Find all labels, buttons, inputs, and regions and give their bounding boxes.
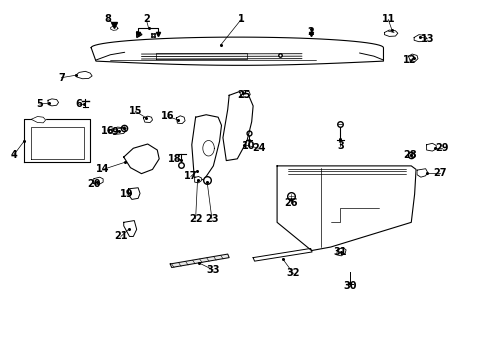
Polygon shape xyxy=(413,35,426,42)
Text: 28: 28 xyxy=(402,150,416,160)
Polygon shape xyxy=(123,144,159,174)
Text: 7: 7 xyxy=(58,73,65,83)
Polygon shape xyxy=(426,143,435,151)
Text: 19: 19 xyxy=(120,189,134,199)
Polygon shape xyxy=(123,221,137,237)
Text: 20: 20 xyxy=(86,179,100,189)
Text: 22: 22 xyxy=(188,214,202,224)
Text: 11: 11 xyxy=(381,14,394,24)
Polygon shape xyxy=(416,169,427,177)
Polygon shape xyxy=(194,176,201,183)
Text: 23: 23 xyxy=(205,214,218,224)
Polygon shape xyxy=(407,54,417,62)
Text: 30: 30 xyxy=(343,281,356,291)
Polygon shape xyxy=(253,248,311,261)
Text: 26: 26 xyxy=(284,198,298,208)
Text: 9: 9 xyxy=(111,127,118,138)
Text: 27: 27 xyxy=(432,168,446,178)
Polygon shape xyxy=(336,248,346,256)
Text: 10: 10 xyxy=(241,141,255,152)
Polygon shape xyxy=(91,37,383,65)
Text: 8: 8 xyxy=(104,14,111,24)
Polygon shape xyxy=(223,92,253,161)
Text: 29: 29 xyxy=(434,143,448,153)
Text: 21: 21 xyxy=(114,231,127,242)
Polygon shape xyxy=(384,30,397,36)
Text: 25: 25 xyxy=(236,90,250,100)
Polygon shape xyxy=(277,166,415,251)
Polygon shape xyxy=(191,115,221,180)
Polygon shape xyxy=(143,116,152,122)
Text: 4: 4 xyxy=(10,150,17,160)
Polygon shape xyxy=(31,117,45,123)
Polygon shape xyxy=(176,116,184,123)
Text: 32: 32 xyxy=(286,269,300,279)
Text: 15: 15 xyxy=(128,106,142,116)
Text: 13: 13 xyxy=(420,34,433,44)
Text: 33: 33 xyxy=(206,265,220,275)
Text: 16: 16 xyxy=(161,112,174,121)
Text: 12: 12 xyxy=(402,55,416,65)
Text: 2: 2 xyxy=(306,27,313,37)
Polygon shape xyxy=(48,99,59,106)
Polygon shape xyxy=(239,90,250,98)
Polygon shape xyxy=(109,127,125,134)
Text: 14: 14 xyxy=(96,165,110,174)
Text: 1: 1 xyxy=(237,14,244,24)
Text: 3: 3 xyxy=(336,141,343,152)
Polygon shape xyxy=(24,119,90,162)
Text: 2: 2 xyxy=(142,14,149,24)
Text: 6: 6 xyxy=(76,99,82,109)
Polygon shape xyxy=(128,188,140,199)
Text: 17: 17 xyxy=(183,171,197,181)
Polygon shape xyxy=(93,177,103,185)
Polygon shape xyxy=(76,71,92,79)
Polygon shape xyxy=(170,254,229,267)
Text: 31: 31 xyxy=(333,247,346,257)
Text: 18: 18 xyxy=(168,154,182,164)
Text: 5: 5 xyxy=(37,99,43,109)
Text: 24: 24 xyxy=(252,143,265,153)
Text: 16: 16 xyxy=(101,126,115,136)
